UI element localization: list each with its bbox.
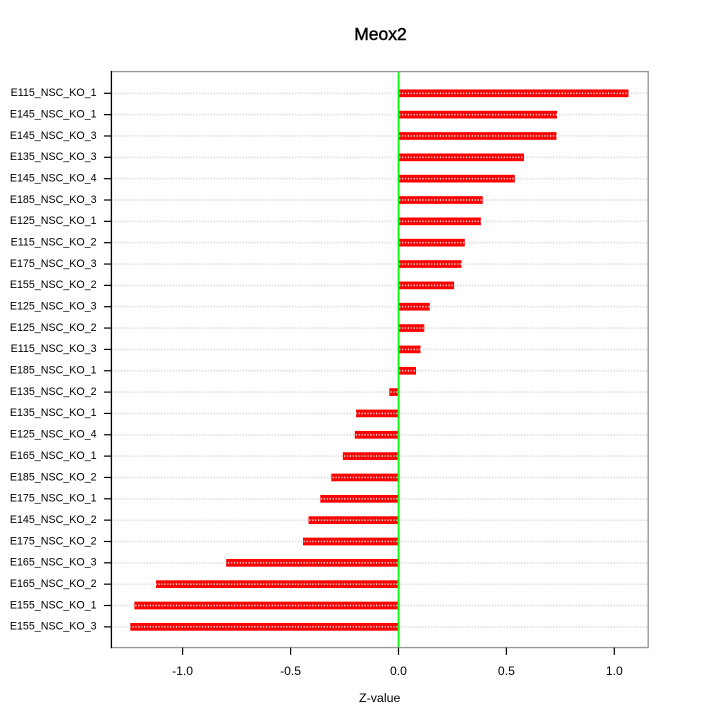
svg-text:E185_NSC_KO_1: E185_NSC_KO_1 (10, 365, 97, 377)
svg-text:E165_NSC_KO_3: E165_NSC_KO_3 (10, 557, 97, 569)
svg-text:E115_NSC_KO_2: E115_NSC_KO_2 (11, 236, 97, 248)
svg-text:E145_NSC_KO_3: E145_NSC_KO_3 (10, 130, 97, 142)
svg-text:E125_NSC_KO_4: E125_NSC_KO_4 (10, 429, 97, 441)
svg-text:E135_NSC_KO_1: E135_NSC_KO_1 (10, 407, 97, 419)
svg-text:E175_NSC_KO_2: E175_NSC_KO_2 (10, 535, 97, 547)
svg-text:E185_NSC_KO_2: E185_NSC_KO_2 (10, 471, 97, 483)
svg-text:E185_NSC_KO_3: E185_NSC_KO_3 (10, 194, 97, 206)
svg-text:E145_NSC_KO_2: E145_NSC_KO_2 (10, 514, 97, 526)
svg-text:E155_NSC_KO_3: E155_NSC_KO_3 (10, 621, 97, 633)
svg-text:E125_NSC_KO_2: E125_NSC_KO_2 (10, 322, 97, 334)
svg-text:E115_NSC_KO_1: E115_NSC_KO_1 (11, 87, 97, 99)
svg-text:E135_NSC_KO_2: E135_NSC_KO_2 (10, 386, 97, 398)
svg-text:Z-value: Z-value (359, 691, 400, 705)
svg-text:0.5: 0.5 (498, 664, 515, 678)
svg-text:E165_NSC_KO_1: E165_NSC_KO_1 (10, 450, 97, 462)
svg-text:E135_NSC_KO_3: E135_NSC_KO_3 (10, 151, 97, 163)
svg-text:E175_NSC_KO_1: E175_NSC_KO_1 (10, 493, 97, 505)
svg-text:E145_NSC_KO_4: E145_NSC_KO_4 (10, 172, 97, 184)
svg-text:E145_NSC_KO_1: E145_NSC_KO_1 (10, 108, 97, 120)
svg-text:E125_NSC_KO_1: E125_NSC_KO_1 (10, 215, 97, 227)
svg-text:E125_NSC_KO_3: E125_NSC_KO_3 (10, 301, 97, 313)
svg-text:E155_NSC_KO_2: E155_NSC_KO_2 (10, 279, 97, 291)
svg-text:1.0: 1.0 (606, 664, 623, 678)
svg-text:-1.0: -1.0 (172, 664, 193, 678)
svg-text:-0.5: -0.5 (280, 664, 301, 678)
svg-text:Meox2: Meox2 (354, 24, 407, 44)
svg-text:E175_NSC_KO_3: E175_NSC_KO_3 (10, 258, 97, 270)
svg-text:E155_NSC_KO_1: E155_NSC_KO_1 (10, 599, 97, 611)
svg-text:E165_NSC_KO_2: E165_NSC_KO_2 (10, 578, 97, 590)
svg-text:E115_NSC_KO_3: E115_NSC_KO_3 (11, 343, 97, 355)
svg-text:0.0: 0.0 (390, 664, 407, 678)
